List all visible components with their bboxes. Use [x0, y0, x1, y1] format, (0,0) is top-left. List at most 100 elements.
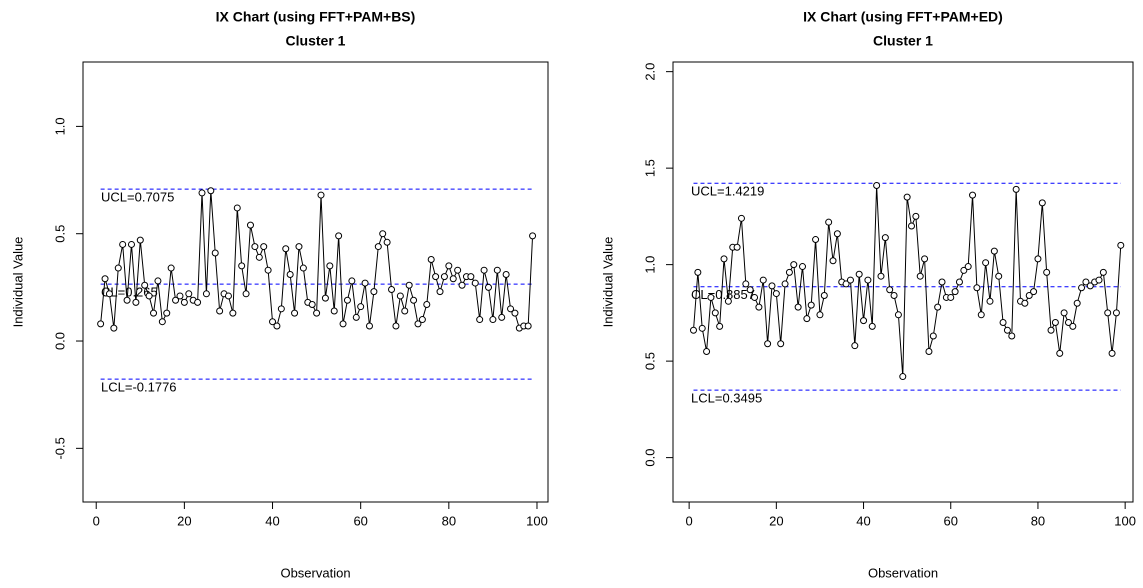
y-axis-label: Individual Value [10, 237, 25, 328]
data-point [982, 259, 990, 267]
data-point [777, 340, 785, 348]
data-point [484, 283, 492, 291]
data-point [755, 303, 763, 311]
data-point [436, 288, 444, 296]
data-point [114, 264, 122, 272]
x-tick-label: 20 [769, 513, 783, 528]
data-point [703, 347, 711, 355]
data-point [154, 277, 162, 285]
data-point [929, 332, 937, 340]
data-point [1078, 284, 1086, 292]
data-point [180, 298, 188, 306]
data-point [163, 309, 171, 317]
data-point [1060, 309, 1068, 317]
data-point [414, 320, 422, 328]
y-tick-label: 0.5 [642, 352, 657, 370]
data-point [990, 247, 998, 255]
data-point [123, 296, 131, 304]
x-tick-label: 100 [1114, 513, 1136, 528]
data-point [955, 278, 963, 286]
data-point [969, 191, 977, 199]
data-point [934, 303, 942, 311]
data-point [742, 280, 750, 288]
y-tick-label: -0.5 [52, 437, 67, 459]
data-point [798, 263, 806, 271]
data-point [1064, 319, 1072, 327]
data-point [145, 292, 153, 300]
data-point [877, 272, 885, 280]
data-point [308, 301, 316, 309]
data-point [458, 281, 466, 289]
data-point [698, 324, 706, 332]
data-point [751, 293, 759, 301]
data-point [339, 320, 347, 328]
data-point [299, 264, 307, 272]
data-point [746, 286, 754, 294]
data-point [825, 218, 833, 226]
y-tick-label: 1.5 [642, 159, 657, 177]
data-point [348, 277, 356, 285]
control-limit-label: CL=0.8857 [691, 287, 755, 302]
y-tick-label: 2.0 [642, 63, 657, 81]
data-point [947, 293, 955, 301]
data-point [167, 264, 175, 272]
data-point [418, 316, 426, 324]
data-point [401, 307, 409, 315]
data-point [1117, 241, 1125, 249]
data-point [97, 320, 105, 328]
data-point [1082, 278, 1090, 286]
data-point [454, 266, 462, 274]
data-point [264, 266, 272, 274]
data-point [1043, 268, 1051, 276]
data-point [207, 187, 215, 195]
data-point [410, 296, 418, 304]
y-tick-label: 1.0 [642, 256, 657, 274]
data-point [467, 273, 475, 281]
data-point [855, 270, 863, 278]
data-point [238, 262, 246, 270]
data-point [396, 292, 404, 300]
data-point [964, 263, 972, 271]
x-axis-label: Observation [868, 565, 938, 580]
data-point [816, 311, 824, 319]
data-point [343, 296, 351, 304]
data-point [471, 279, 479, 287]
data-point [321, 294, 329, 302]
data-point [172, 296, 180, 304]
data-point [1034, 255, 1042, 263]
data-point [737, 214, 745, 222]
data-point [440, 273, 448, 281]
data-point [101, 275, 109, 283]
data-point [995, 272, 1003, 280]
data-point [1038, 199, 1046, 207]
data-point [977, 311, 985, 319]
data-point [251, 243, 259, 251]
data-point [326, 262, 334, 270]
data-point [1104, 309, 1112, 317]
data-point [370, 288, 378, 296]
data-point [999, 319, 1007, 327]
data-point [529, 232, 537, 240]
data-point [1003, 326, 1011, 334]
data-point [785, 268, 793, 276]
data-point [242, 290, 250, 298]
data-point [842, 280, 850, 288]
data-point [150, 309, 158, 317]
data-point [352, 313, 360, 321]
data-point [1095, 276, 1103, 284]
data-point [720, 255, 728, 263]
data-point [388, 286, 396, 294]
data-point [176, 292, 184, 300]
data-point [860, 317, 868, 325]
data-point [405, 281, 413, 289]
data-point [211, 249, 219, 257]
data-point [764, 340, 772, 348]
data-point [269, 318, 277, 326]
data-point [233, 204, 241, 212]
x-tick-label: 40 [856, 513, 870, 528]
data-point [127, 240, 135, 248]
data-point [507, 305, 515, 313]
x-tick-label: 80 [1031, 513, 1045, 528]
data-point [1008, 332, 1016, 340]
